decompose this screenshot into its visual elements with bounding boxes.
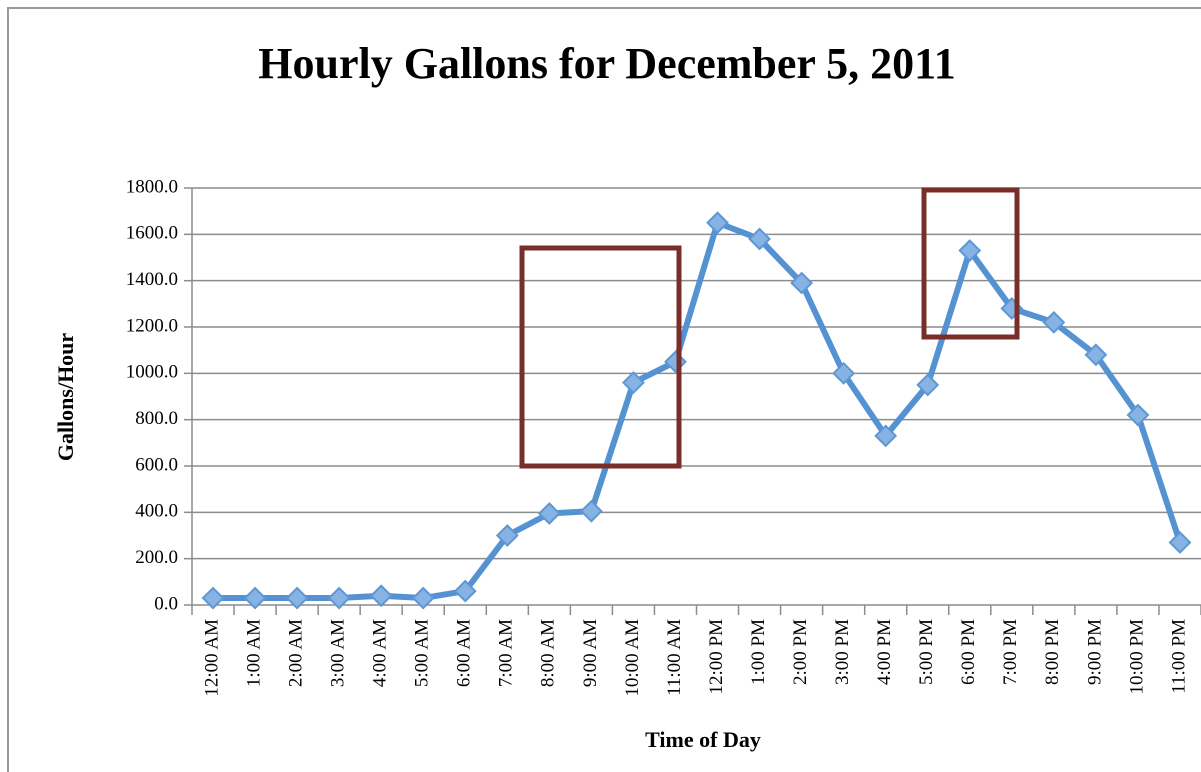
x-tick-label: 6:00 AM (454, 619, 475, 687)
y-axis-label: Gallons/Hour (53, 333, 78, 462)
y-tick-label: 1000.0 (126, 362, 178, 383)
x-tick-label: 3:00 AM (328, 619, 349, 687)
marker (958, 239, 982, 262)
x-tick-label: 6:00 PM (958, 619, 979, 685)
x-tick-label: 1:00 PM (748, 619, 769, 685)
marker (369, 584, 393, 608)
x-tick-label: 11:00 PM (1168, 619, 1189, 694)
marker (916, 373, 940, 397)
y-tick-label: 0.0 (154, 593, 178, 614)
marker (1168, 531, 1192, 554)
highlight-box (519, 245, 682, 469)
y-tick-label: 800.0 (135, 408, 178, 429)
x-tick-label: 4:00 AM (370, 619, 391, 687)
marker (243, 586, 267, 610)
marker (664, 350, 687, 374)
x-tick-label: 2:00 AM (285, 619, 306, 687)
marker (832, 361, 856, 385)
x-tick-label: 2:00 PM (790, 619, 811, 685)
marker (748, 227, 771, 251)
x-tick-label: 8:00 AM (538, 619, 559, 687)
x-tick-label: 3:00 PM (832, 619, 853, 685)
x-axis-label: Time of Day (645, 727, 761, 752)
marker (411, 586, 435, 610)
marker (706, 211, 729, 235)
x-tick-label: 12:00 AM (201, 619, 222, 697)
x-tick-label: 12:00 PM (706, 619, 727, 695)
x-tick-label: 5:00 AM (412, 619, 433, 687)
y-tick-label: 1200.0 (126, 315, 178, 336)
marker (1042, 310, 1066, 334)
x-tick-label: 7:00 PM (1000, 619, 1021, 685)
y-tick-label: 200.0 (135, 547, 178, 568)
x-tick-label: 11:00 AM (664, 619, 685, 696)
y-tick-label: 600.0 (135, 454, 178, 475)
marker (495, 524, 519, 547)
frame (7, 7, 1201, 772)
marker (874, 424, 898, 448)
y-tick-label: 1600.0 (126, 223, 178, 244)
marker (285, 586, 309, 610)
x-tick-label: 10:00 PM (1126, 619, 1147, 695)
marker (201, 586, 225, 610)
marker (1084, 343, 1108, 367)
marker (327, 586, 351, 610)
y-tick-label: 1800.0 (126, 176, 178, 197)
marker (453, 579, 477, 603)
y-tick-label: 1400.0 (126, 269, 178, 290)
x-tick-label: 9:00 AM (580, 619, 601, 687)
x-tick-label: 1:00 AM (243, 619, 264, 687)
marker (622, 371, 645, 395)
x-tick-label: 9:00 PM (1084, 619, 1105, 685)
marker (1126, 403, 1150, 427)
chart-title: Hourly Gallons for December 5, 2011 (258, 39, 955, 88)
x-tick-label: 4:00 PM (874, 619, 895, 685)
highlight-box (921, 187, 1020, 340)
marker (537, 502, 561, 525)
marker (790, 271, 814, 295)
series-line (213, 219, 1183, 602)
x-tick-label: 7:00 AM (496, 619, 517, 687)
x-tick-label: 8:00 PM (1042, 619, 1063, 685)
x-tick-label: 5:00 PM (916, 619, 937, 685)
plot: 0.0 200.0 400.0 600.0 800.0 1000.0 1200.0 1400.… (126, 176, 1201, 697)
x-tick-label: 10:00 AM (622, 619, 643, 697)
marker (579, 499, 603, 523)
y-tick-label: 400.0 (135, 501, 178, 522)
